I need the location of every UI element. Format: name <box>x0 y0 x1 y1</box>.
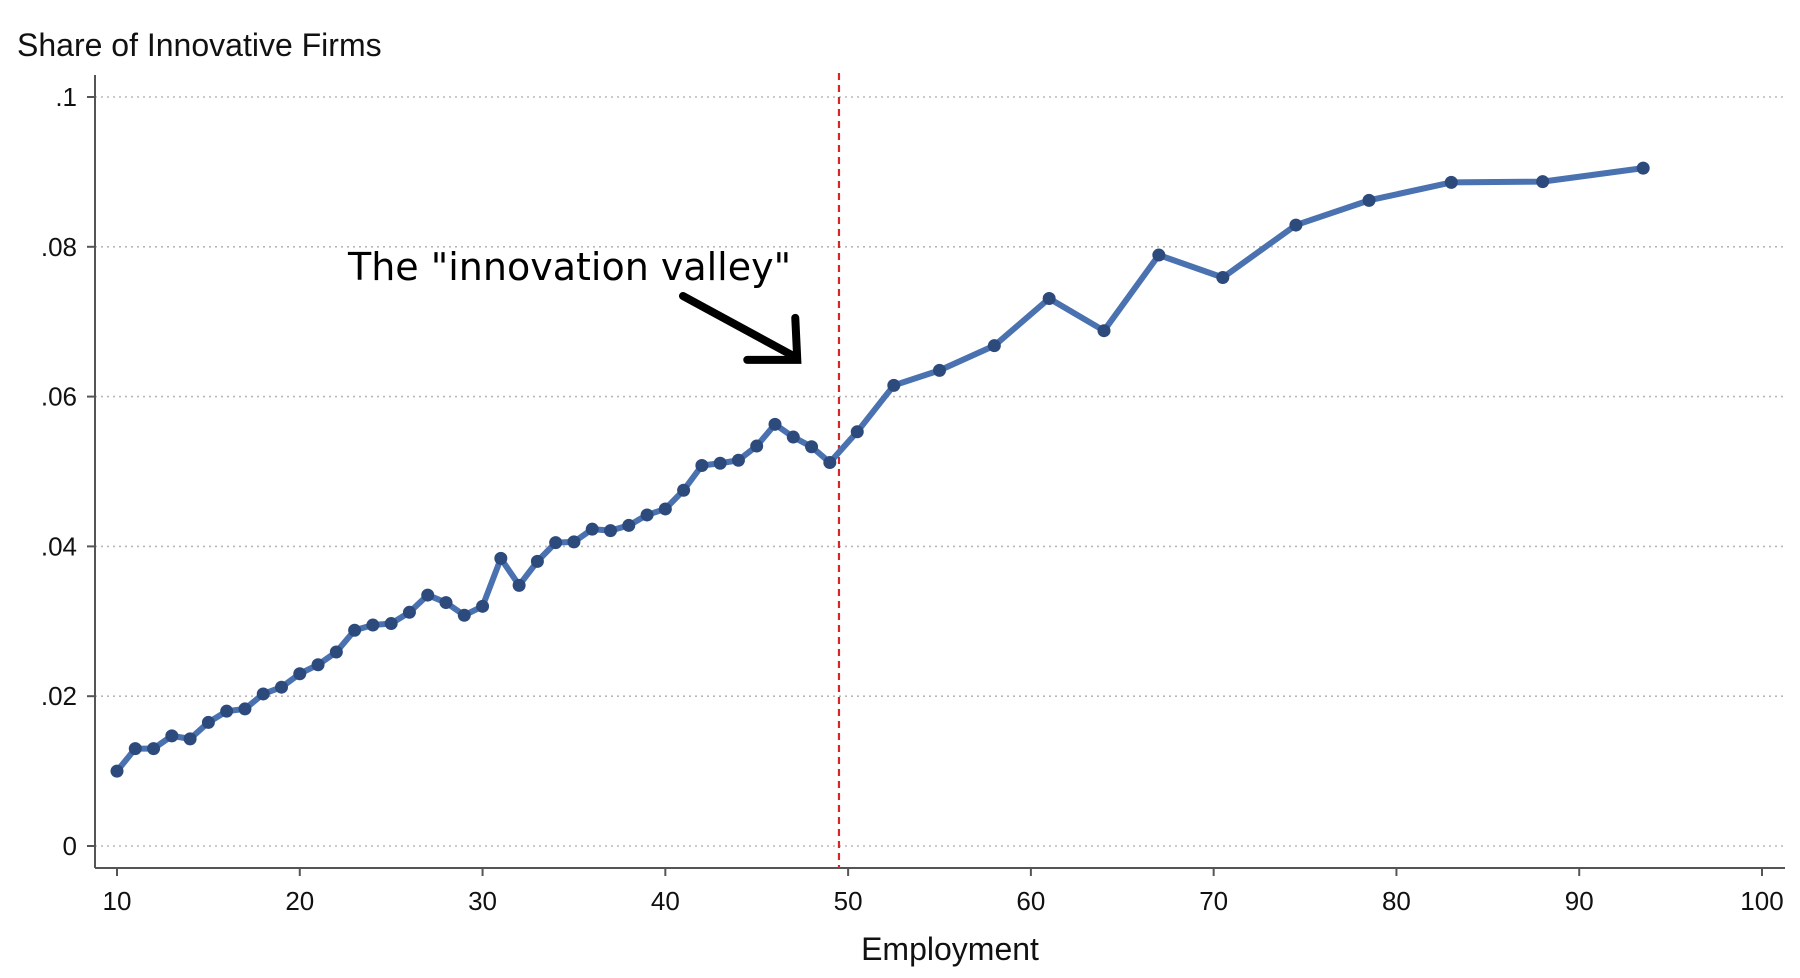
data-point <box>530 554 544 568</box>
data-point <box>512 578 526 592</box>
data-point <box>823 456 837 470</box>
x-tick-label: 80 <box>1382 886 1411 916</box>
data-point <box>1042 291 1056 305</box>
data-point <box>110 764 124 778</box>
data-point <box>622 518 636 532</box>
x-tick-label: 20 <box>285 886 314 916</box>
annotation-arrow-shaft <box>679 292 798 360</box>
annotation-arrow-head <box>743 313 802 364</box>
data-point <box>1216 271 1230 285</box>
data-point <box>677 483 691 497</box>
data-point <box>293 667 307 681</box>
data-point <box>439 596 453 610</box>
data-point <box>275 680 288 694</box>
data-point <box>786 430 800 444</box>
data-point <box>750 439 764 453</box>
annotation-text: The "innovation valley" <box>347 245 791 289</box>
data-point <box>421 588 435 602</box>
series-line <box>114 165 1647 775</box>
x-tick-label: 60 <box>1016 886 1045 916</box>
data-point <box>695 459 709 473</box>
y-tick-label: .08 <box>41 232 77 262</box>
data-point <box>1536 175 1550 189</box>
y-axis-title: Share of Innovative Firms <box>17 27 382 63</box>
grid-lines <box>95 96 1785 847</box>
x-tick-label: 30 <box>468 886 497 916</box>
data-point <box>238 702 252 716</box>
data-point <box>476 599 490 613</box>
data-point <box>457 608 471 622</box>
x-tick-label: 100 <box>1740 886 1783 916</box>
data-point <box>567 535 581 549</box>
data-point <box>658 502 672 516</box>
data-point <box>494 551 508 565</box>
data-point <box>713 456 727 470</box>
data-point <box>987 339 1001 353</box>
data-point <box>366 618 380 632</box>
data-point <box>585 522 599 536</box>
data-point <box>1097 324 1111 338</box>
data-point <box>1444 175 1458 189</box>
y-tick-label: .02 <box>41 681 77 711</box>
annotation-arrow <box>679 292 802 364</box>
series-group <box>110 161 1650 778</box>
data-point <box>1636 161 1650 175</box>
y-tick-label: .04 <box>41 531 77 561</box>
x-tick-label: 90 <box>1565 886 1594 916</box>
data-point <box>384 617 398 631</box>
data-point <box>850 425 864 439</box>
data-point <box>201 715 215 729</box>
data-point <box>220 704 234 718</box>
data-point <box>147 742 161 756</box>
data-point <box>402 605 416 619</box>
data-point <box>1362 193 1376 207</box>
y-tick-label: .1 <box>55 82 77 112</box>
y-tick-label: 0 <box>63 831 77 861</box>
data-point <box>256 687 270 701</box>
data-point <box>805 440 819 454</box>
x-tick-label: 50 <box>834 886 863 916</box>
data-point <box>887 378 901 392</box>
data-point <box>604 524 617 538</box>
data-point <box>640 508 654 522</box>
data-point <box>1152 248 1166 262</box>
x-tick-label: 40 <box>651 886 680 916</box>
data-point <box>933 363 946 377</box>
annotation-group: The "innovation valley" <box>347 245 802 364</box>
data-point <box>183 732 197 746</box>
x-tick-label: 10 <box>103 886 132 916</box>
data-point <box>311 658 325 672</box>
data-point <box>329 645 343 659</box>
data-point <box>1289 218 1303 232</box>
x-axis-title: Employment <box>861 931 1039 967</box>
data-point <box>348 623 362 637</box>
data-point <box>128 742 142 756</box>
axes: 0 .02 .04 .06 .08 .1 10 20 30 40 50 60 70 80 90 100 <box>41 75 1785 916</box>
data-point <box>165 729 179 743</box>
data-point <box>549 536 563 550</box>
y-tick-label: .06 <box>41 382 77 412</box>
data-point <box>768 417 782 431</box>
data-point <box>731 453 745 467</box>
x-tick-label: 70 <box>1199 886 1228 916</box>
